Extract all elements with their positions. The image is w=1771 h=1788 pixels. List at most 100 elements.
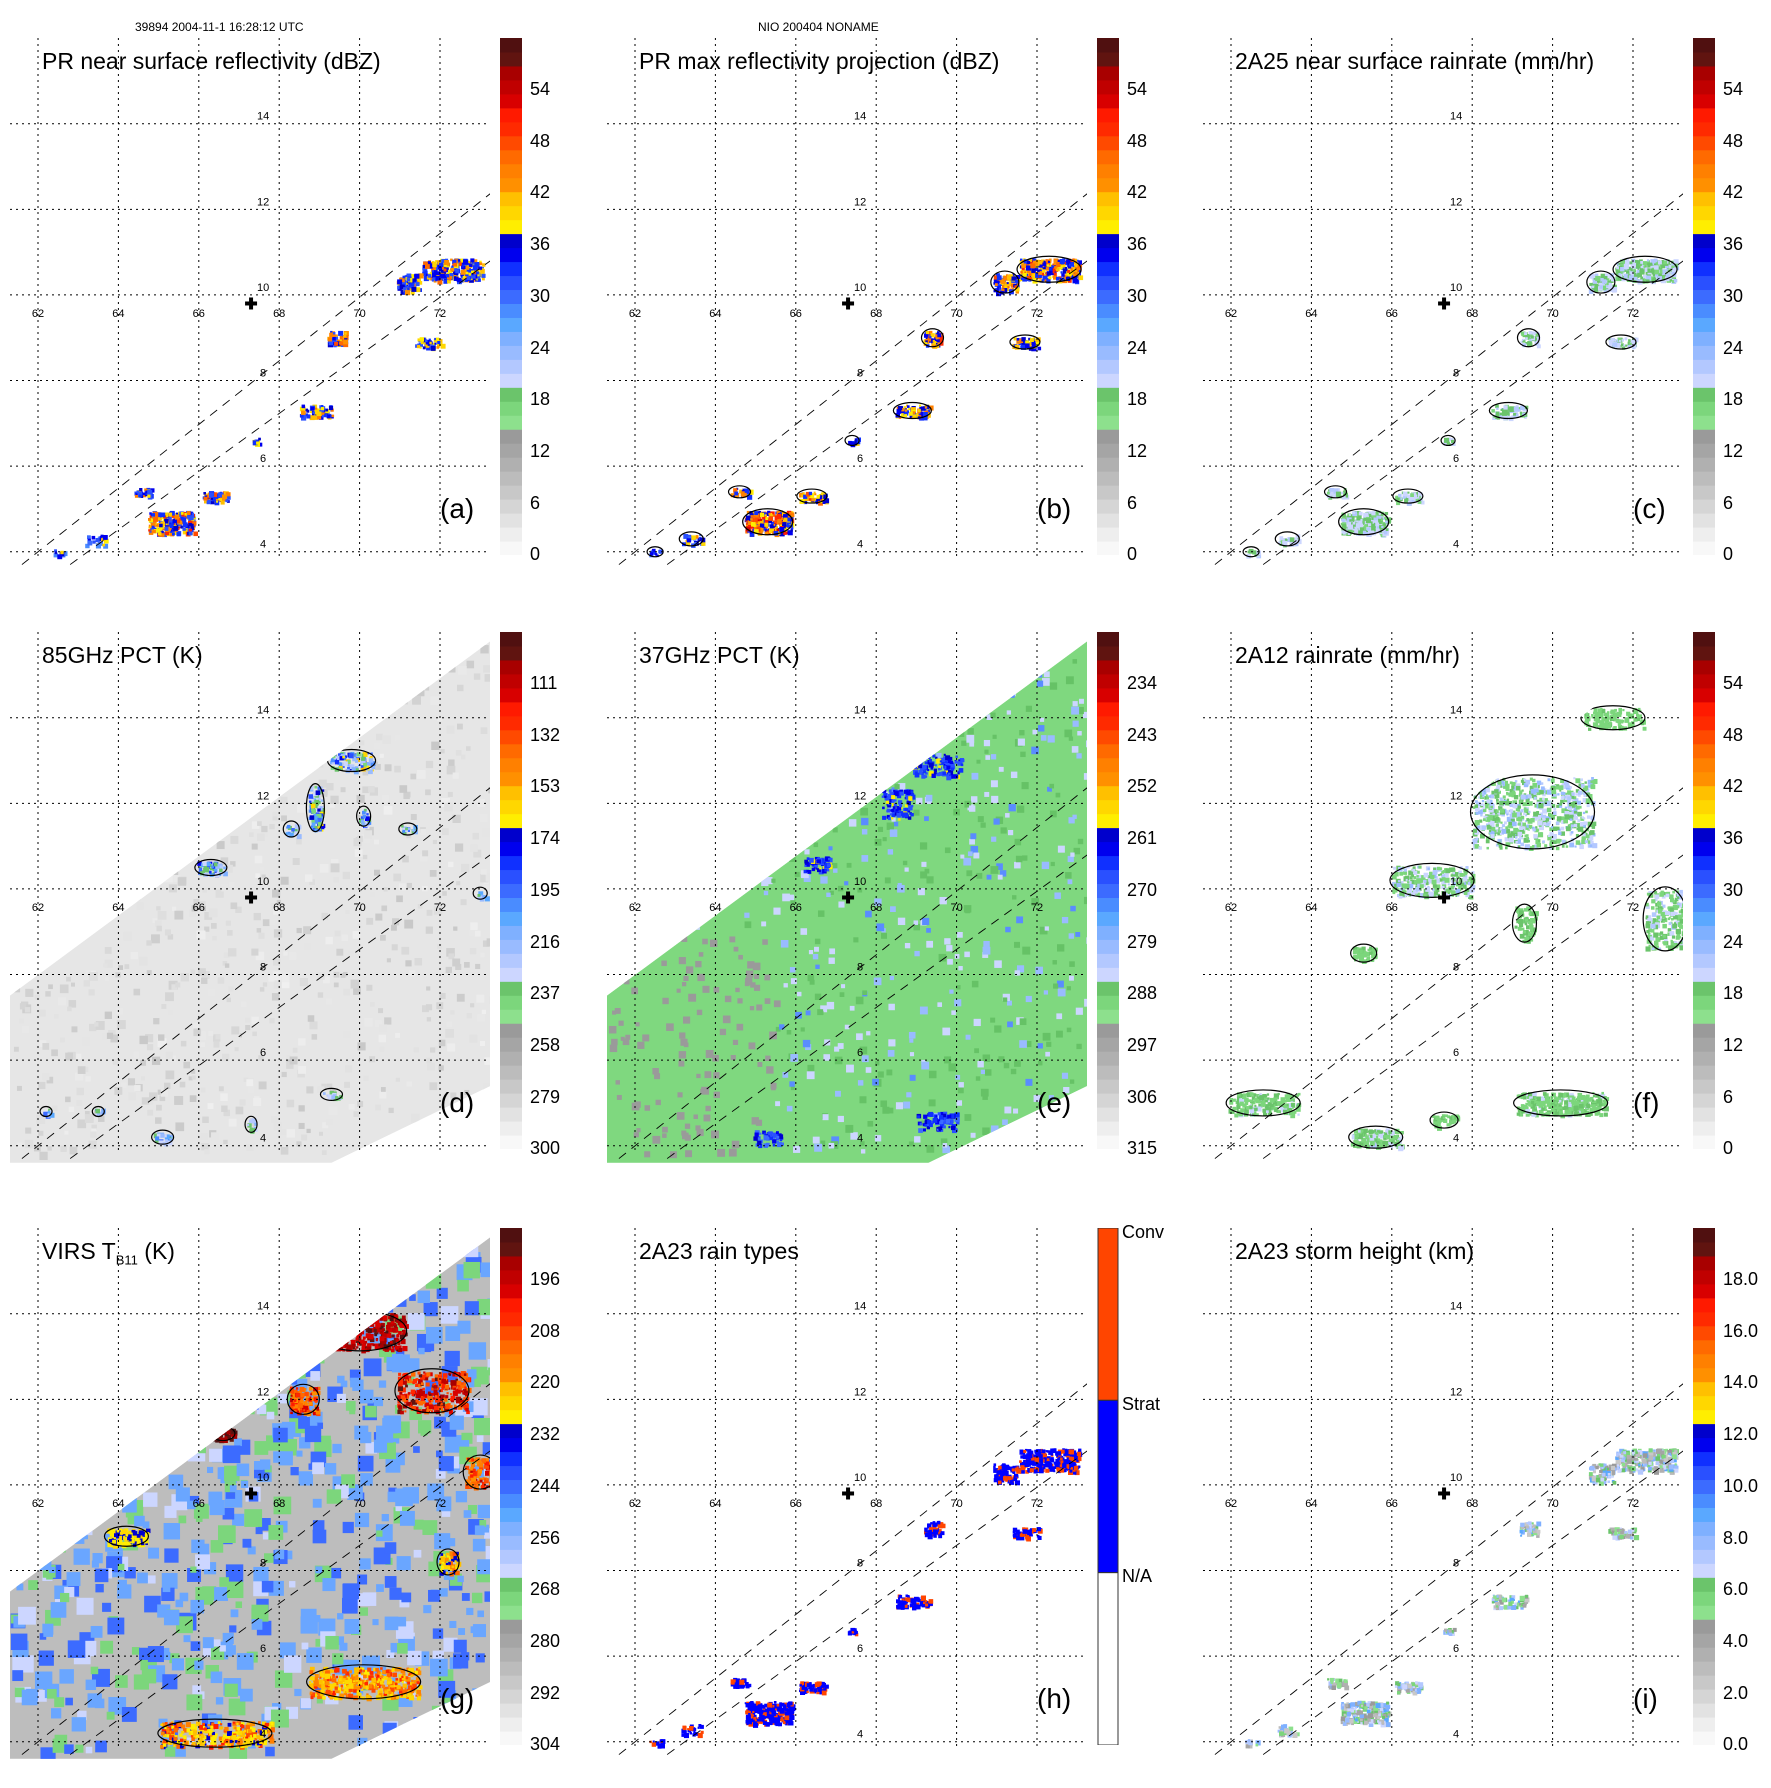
- data-pixel: [1364, 518, 1367, 521]
- data-pixel: [686, 966, 693, 973]
- colorbar-segment: [1097, 457, 1119, 471]
- data-pixel: [325, 409, 328, 412]
- data-pixel: [812, 742, 817, 747]
- data-pixel: [57, 923, 61, 927]
- colorbar-segment: [1097, 108, 1119, 122]
- data-pixel: [764, 523, 768, 527]
- data-pixel: [283, 952, 287, 956]
- data-pixel: [458, 259, 461, 262]
- colorbar-segment: [1097, 262, 1119, 276]
- data-pixel: [860, 808, 868, 816]
- data-pixel: [1040, 718, 1044, 722]
- data-pixel: [678, 1061, 684, 1067]
- data-pixel: [415, 958, 423, 966]
- data-pixel: [764, 975, 770, 981]
- data-pixel: [984, 740, 990, 746]
- data-pixel: [1068, 879, 1073, 884]
- data-pixel: [849, 777, 853, 781]
- data-pixel: [361, 765, 364, 768]
- data-pixel: [1026, 265, 1031, 270]
- data-pixel: [760, 519, 762, 521]
- data-layer: [1243, 256, 1679, 558]
- data-pixel: [683, 829, 689, 835]
- data-pixel: [651, 813, 657, 819]
- data-pixel: [1041, 735, 1047, 741]
- data-pixel: [89, 972, 98, 981]
- data-pixel: [1025, 1079, 1032, 1086]
- data-pixel: [93, 675, 99, 681]
- colorbar-tick-label: 36: [1127, 234, 1147, 255]
- data-pixel: [87, 673, 93, 679]
- data-pixel: [425, 340, 428, 343]
- data-pixel: [224, 734, 231, 741]
- data-pixel: [332, 762, 334, 764]
- data-pixel: [788, 895, 794, 901]
- data-pixel: [154, 845, 161, 852]
- data-pixel: [652, 759, 657, 764]
- data-pixel: [172, 774, 180, 782]
- data-pixel: [636, 949, 642, 955]
- data-pixel: [148, 702, 155, 709]
- data-pixel: [1621, 339, 1624, 342]
- data-pixel: [670, 1151, 677, 1158]
- data-pixel: [47, 1146, 51, 1150]
- data-pixel: [199, 868, 202, 871]
- data-pixel: [687, 785, 695, 793]
- data-pixel: [290, 639, 294, 643]
- panel-letter: (d): [440, 1087, 474, 1119]
- data-pixel: [914, 951, 919, 956]
- data-pixel: [614, 900, 618, 904]
- data-pixel: [771, 1086, 776, 1091]
- data-pixel: [744, 633, 749, 638]
- data-pixel: [889, 748, 897, 756]
- data-pixel: [682, 867, 689, 874]
- colorbar-segment: [500, 192, 522, 206]
- data-pixel: [291, 722, 297, 728]
- data-pixel: [1086, 740, 1087, 747]
- colorbar-segment: [500, 178, 522, 192]
- data-pixel: [787, 525, 790, 528]
- data-pixel: [318, 806, 320, 808]
- data-pixel: [765, 514, 767, 516]
- data-pixel: [800, 666, 805, 671]
- data-pixel: [648, 854, 655, 861]
- data-pixel: [396, 895, 403, 902]
- data-pixel: [169, 513, 172, 516]
- data-pixel: [409, 970, 415, 976]
- data-pixel: [98, 696, 105, 703]
- data-pixel: [171, 868, 178, 875]
- data-pixel: [361, 757, 365, 761]
- data-pixel: [211, 866, 214, 869]
- data-pixel: [760, 814, 764, 818]
- data-pixel: [182, 528, 185, 531]
- data-pixel: [1616, 267, 1619, 270]
- data-pixel: [946, 945, 952, 951]
- data-pixel: [1343, 532, 1346, 535]
- colorbar-tick-label: 30: [530, 286, 550, 307]
- colorbar: [1097, 38, 1119, 555]
- data-pixel: [704, 1115, 711, 1122]
- lat-tick-label: 14: [854, 111, 866, 123]
- data-pixel: [788, 834, 794, 840]
- colorbar-segment: [1693, 303, 1715, 317]
- lon-tick-label: 62: [629, 308, 641, 320]
- data-pixel: [349, 1104, 355, 1110]
- data-pixel: [395, 735, 401, 741]
- data-pixel: [229, 1119, 237, 1127]
- colorbar-segment: [500, 925, 522, 939]
- data-pixel: [1666, 274, 1670, 278]
- data-pixel: [420, 337, 425, 342]
- data-pixel: [66, 704, 75, 713]
- data-pixel: [174, 911, 183, 920]
- data-pixel: [57, 875, 62, 880]
- data-pixel: [1629, 343, 1632, 346]
- data-pixel: [401, 947, 409, 955]
- data-pixel: [1070, 906, 1075, 911]
- data-pixel: [1610, 338, 1614, 342]
- data-pixel: [22, 1026, 29, 1033]
- data-pixel: [414, 649, 419, 654]
- data-pixel: [255, 856, 263, 864]
- data-pixel: [1038, 347, 1042, 351]
- data-pixel: [17, 805, 24, 812]
- data-pixel: [362, 786, 369, 793]
